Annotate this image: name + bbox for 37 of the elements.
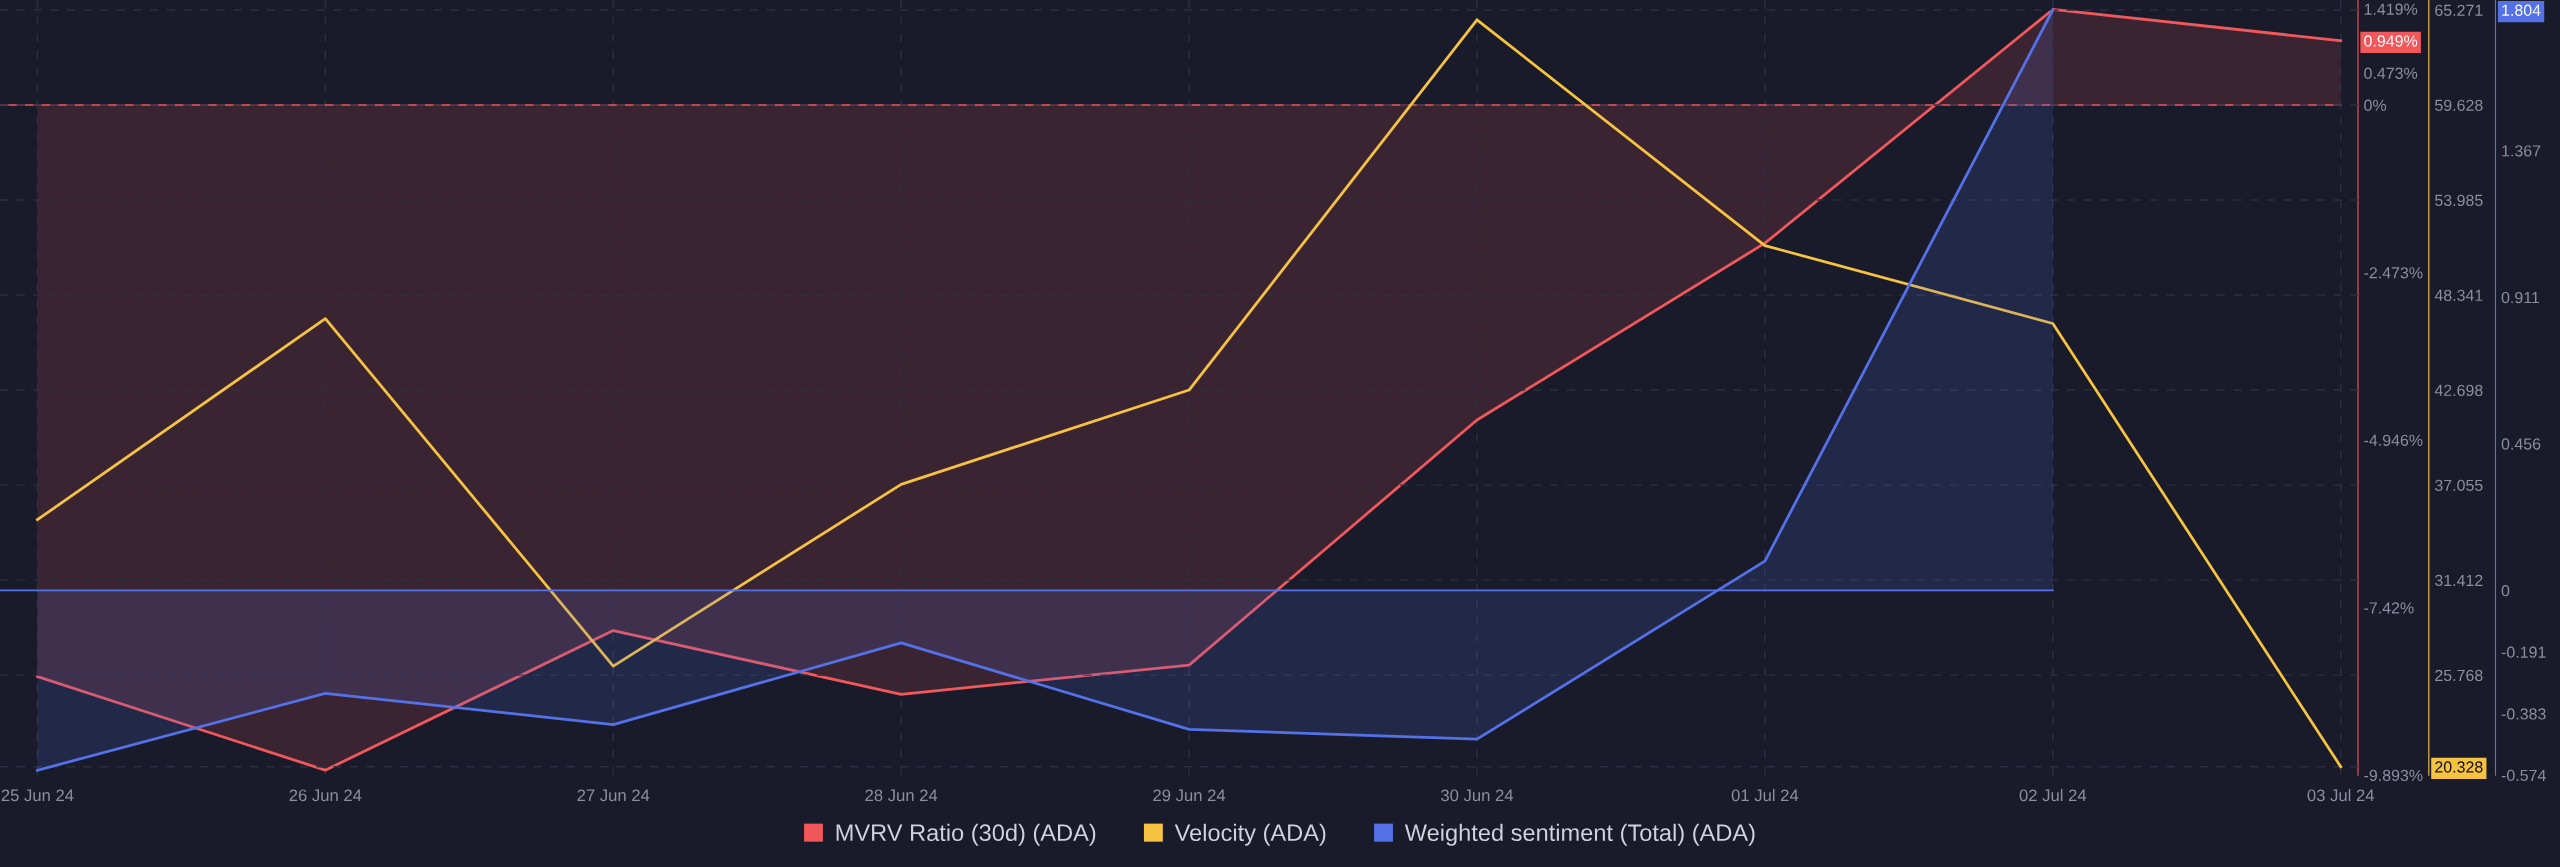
y3-tick-label: 0	[2501, 585, 2510, 597]
y2-tick-label: 59.628	[2435, 99, 2483, 111]
x-tick-label: 03 Jul 24	[2307, 788, 2375, 802]
y2-tick-label: 31.412	[2435, 574, 2483, 587]
y3-tick-label: 1.367	[2502, 145, 2541, 157]
y2-tick-label: 37.055	[2435, 479, 2483, 492]
y2-tick-label: 48.341	[2434, 289, 2483, 301]
y3-tick-label: 1.804	[2502, 4, 2541, 16]
y2-tick-label: 53.985	[2435, 194, 2483, 206]
x-tick-label: 29 Jun 24	[1153, 789, 1226, 802]
y-tick-label: -4.946%	[2364, 434, 2423, 446]
x-tick-label: 30 Jun 24	[1441, 789, 1514, 802]
y3-tick-label: 0.911	[2501, 291, 2540, 304]
y2-tick-label: 65.271	[2435, 4, 2483, 16]
x-tick-label: 01 Jul 24	[1731, 788, 1799, 802]
y-tick-label: -2.473%	[2364, 267, 2423, 279]
x-tick-label: 27 Jun 24	[577, 789, 650, 802]
y2-tick-label: 42.698	[2434, 384, 2483, 397]
x-tick-label: 26 Jun 24	[289, 789, 362, 802]
y-tick-label: 0.949%	[2364, 35, 2418, 47]
y3-tick-label: -0.383	[2501, 708, 2546, 720]
y-tick-label: -9.893%	[2364, 769, 2423, 782]
y3-tick-label: -0.191	[2501, 646, 2546, 658]
y2-tick-label: 20.328	[2435, 761, 2483, 773]
y2-tick-label: 25.768	[2435, 669, 2483, 682]
x-tick-label: 02 Jul 24	[2019, 788, 2087, 802]
y-tick-label: 1.419%	[2364, 3, 2418, 15]
y3-tick-label: 0.456	[2501, 438, 2541, 450]
y-tick-label: 0%	[2364, 99, 2387, 111]
y-tick-label: -7.42%	[2364, 602, 2414, 614]
legend-label: Weighted sentiment (Total) (ADA)	[1404, 823, 1755, 846]
legend-label: MVRV Ratio (30d) (ADA)	[836, 823, 1096, 846]
legend-label: Velocity (ADA)	[1174, 823, 1326, 846]
x-tick-label: 25 Jun 24	[1, 789, 74, 802]
x-tick-label: 28 Jun 24	[865, 789, 938, 802]
y3-tick-label: -0.574	[2501, 769, 2546, 782]
y-tick-label: 0.473%	[2364, 67, 2418, 79]
